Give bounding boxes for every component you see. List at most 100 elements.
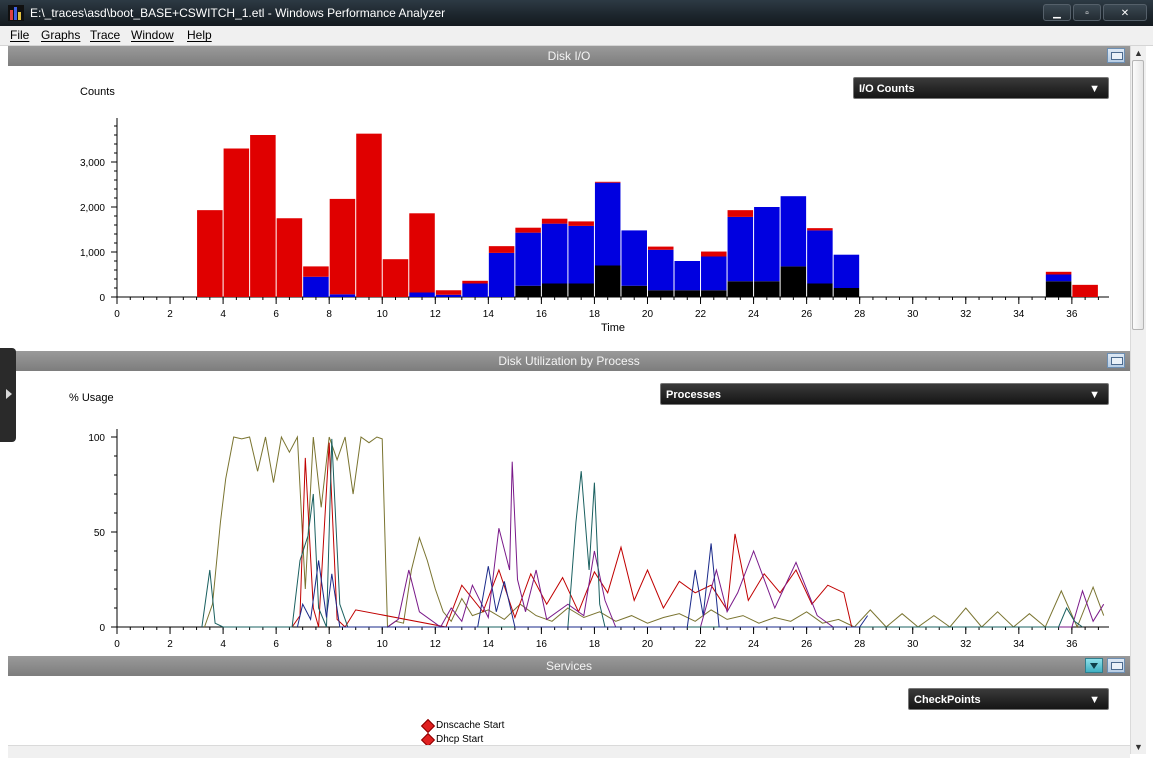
x-tick-label: 28 (854, 309, 866, 320)
bar-segment-red (1072, 284, 1098, 297)
disk-io-window-button[interactable] (1107, 48, 1125, 63)
disk-util-header: Disk Utilization by Process (8, 351, 1130, 371)
bar-segment-blue (515, 232, 541, 286)
bar-segment-blue (488, 252, 515, 297)
scrollbar-thumb[interactable] (1132, 60, 1144, 330)
x-tick-label: 34 (1013, 639, 1025, 650)
close-button[interactable]: ✕ (1103, 4, 1147, 21)
bar-segment-black (1045, 281, 1072, 297)
x-tick-label: 10 (377, 309, 389, 320)
menu-file[interactable]: File (10, 28, 30, 42)
series-line-darkred (291, 442, 853, 628)
y-tick-label: 0 (99, 623, 105, 634)
y-tick-label: 2,000 (80, 203, 105, 214)
bar-segment-black (754, 281, 780, 297)
bar-segment-red (276, 218, 303, 297)
x-tick-label: 34 (1013, 309, 1025, 320)
bar-segment-red (329, 198, 356, 295)
bar-segment-red (701, 251, 727, 257)
bar-segment-black (515, 285, 541, 297)
bar-segment-blue (647, 249, 674, 291)
bar-segment-black (807, 283, 833, 297)
maximize-button[interactable]: ▫ (1073, 4, 1101, 21)
bar-segment-black (833, 288, 860, 297)
bar-segment-red (488, 246, 515, 253)
bar-segment-black (594, 265, 621, 297)
io-counts-dropdown[interactable]: I/O Counts ▼ (853, 77, 1109, 99)
scroll-down-icon[interactable]: ▼ (1134, 742, 1143, 752)
x-tick-label: 18 (589, 639, 601, 650)
bar-segment-blue (594, 182, 621, 266)
processes-dropdown[interactable]: Processes ▼ (660, 383, 1109, 405)
series-line-teal (201, 438, 1083, 628)
graph-area: Disk I/O I/O Counts ▼ Counts 0 1,000 2,000 3… (8, 46, 1130, 754)
services-window-button[interactable] (1107, 658, 1125, 673)
menu-help[interactable]: Help (187, 28, 212, 42)
title-bar[interactable]: E:\_traces\asd\boot_BASE+CSWITCH_1.etl -… (0, 0, 1153, 26)
bar-segment-red (409, 213, 435, 293)
bar-segment-red (382, 259, 409, 297)
minimize-button[interactable]: ▁ (1043, 4, 1071, 21)
x-tick-label: 16 (536, 309, 548, 320)
bar-segment-red (568, 221, 594, 226)
menu-trace[interactable]: Trace (90, 28, 121, 42)
bar-segment-red (807, 228, 833, 231)
bar-segment-black (568, 283, 594, 297)
vertical-scrollbar[interactable]: ▲ ▼ (1130, 46, 1146, 754)
checkpoints-dropdown[interactable]: CheckPoints ▼ (908, 688, 1109, 710)
bar-segment-red (356, 133, 382, 297)
y-tick-label: 1,000 (80, 248, 105, 259)
menu-window[interactable]: Window (131, 28, 174, 42)
x-tick-label: 32 (960, 639, 972, 650)
dropdown-arrow-icon: ▼ (1089, 83, 1100, 95)
bar-segment-red (515, 227, 541, 233)
scroll-up-icon[interactable]: ▲ (1134, 48, 1143, 58)
bar-segment-red (727, 210, 754, 217)
bar-segment-black (780, 266, 807, 297)
x-tick-label: 2 (167, 309, 173, 320)
window-title: E:\_traces\asd\boot_BASE+CSWITCH_1.etl -… (30, 6, 446, 20)
bar-segment-blue (701, 256, 727, 291)
bar-segment-red (462, 280, 488, 284)
bar-segment-blue (329, 294, 356, 297)
menu-graphs[interactable]: Graphs (41, 28, 81, 42)
bar-segment-blue (435, 294, 462, 297)
dropdown-arrow-icon: ▼ (1089, 389, 1100, 401)
x-tick-label: 28 (854, 639, 866, 650)
bar-segment-red (647, 246, 674, 250)
x-axis-label: Time (601, 322, 625, 334)
x-tick-label: 20 (642, 309, 654, 320)
services-collapse-button[interactable] (1085, 658, 1103, 673)
checkpoint-marker-icon[interactable] (420, 718, 436, 734)
y-tick-label: 100 (88, 433, 105, 444)
series-line-navy (296, 543, 869, 628)
bar-segment-blue (780, 196, 807, 267)
bar-segment-blue (409, 292, 435, 297)
bar-segment-blue (303, 276, 329, 297)
bar-segment-red (594, 181, 621, 183)
x-tick-label: 12 (430, 309, 442, 320)
side-panel-expand-handle[interactable] (0, 348, 16, 442)
series-line-purple (387, 461, 1105, 628)
y-tick-label: 0 (99, 293, 105, 304)
x-tick-label: 16 (536, 639, 548, 650)
bar-segment-black (727, 281, 754, 297)
x-tick-label: 6 (273, 639, 279, 650)
close-icon: ✕ (1120, 8, 1130, 19)
x-tick-label: 8 (326, 639, 332, 650)
disk-util-window-button[interactable] (1107, 353, 1125, 368)
disk-util-title: Disk Utilization by Process (498, 354, 640, 368)
app-icon (8, 5, 24, 21)
bar-segment-black (647, 290, 674, 297)
bar-segment-black (674, 290, 701, 297)
horizontal-scrollbar[interactable] (8, 745, 1130, 758)
services-header: Services (8, 656, 1130, 676)
x-tick-label: 24 (748, 309, 760, 320)
x-tick-label: 12 (430, 639, 442, 650)
x-tick-label: 36 (1066, 309, 1078, 320)
checkpoints-dropdown-label: CheckPoints (914, 694, 981, 706)
maximize-icon: ▫ (1085, 8, 1089, 19)
